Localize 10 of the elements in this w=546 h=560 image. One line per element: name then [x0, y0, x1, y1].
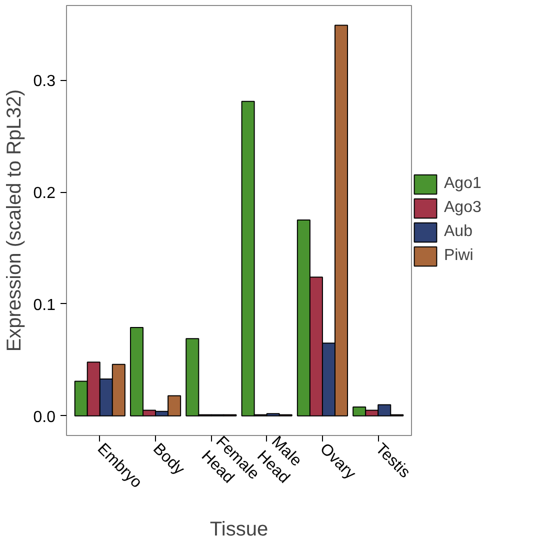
legend-label: Ago3: [444, 199, 482, 217]
y-tick-label: 0.1: [33, 296, 56, 314]
y-axis-title: Expression (scaled to RpL32): [3, 89, 26, 352]
y-tick-label: 0.3: [33, 73, 56, 90]
x-axis-title: Tissue: [210, 518, 268, 541]
legend-label: Aub: [444, 223, 472, 241]
y-tick-label: 0.2: [33, 185, 56, 202]
legend-label: Piwi: [444, 247, 474, 265]
y-tick-label: 0.0: [33, 408, 56, 426]
legend-label: Ago1: [444, 175, 482, 193]
